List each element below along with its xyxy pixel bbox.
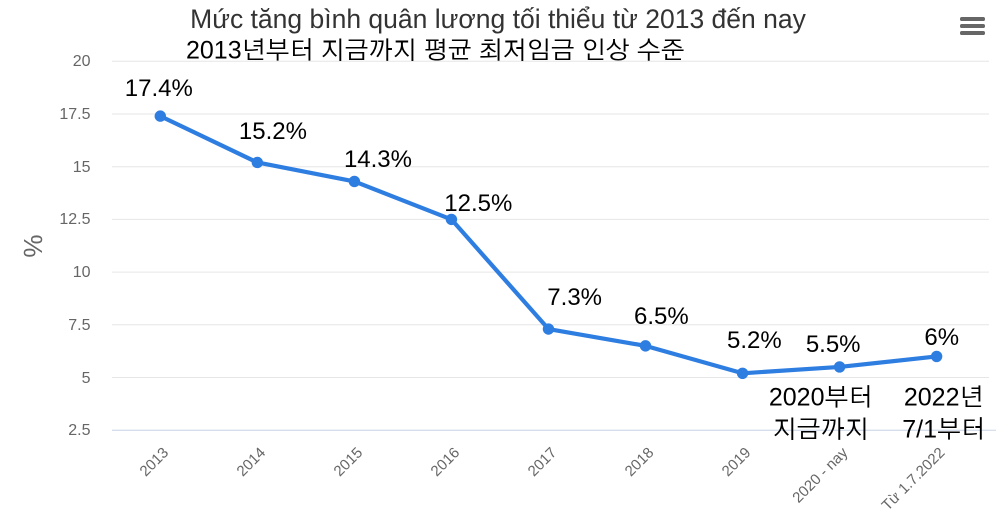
y-axis-title: % (18, 234, 48, 258)
x-axis-label-2020-nay: 2020 - nay (789, 444, 851, 506)
point-label-2015: 14.3% (343, 146, 412, 174)
point-label-2019: 5.2% (726, 326, 782, 354)
x-axis-label-2015: 2015 (331, 444, 367, 480)
point-marker-2016[interactable] (445, 213, 458, 226)
point-marker-2015[interactable] (348, 175, 361, 188)
menu-bar-icon (959, 31, 985, 35)
point-label-2014: 15.2% (238, 117, 307, 145)
point-marker-2019[interactable] (736, 367, 749, 379)
y-axis-label-15: 15 (72, 158, 91, 176)
chart-title: Mức tăng bình quân lương tối thiểu từ 20… (190, 3, 806, 34)
annotation-2020-period: 2020부터 지금까지 (768, 383, 873, 444)
chart-context-menu-button[interactable] (955, 13, 989, 41)
y-axis-label-20: 20 (72, 53, 91, 71)
point-marker-2014[interactable] (251, 156, 264, 169)
y-axis-label-5: 5 (81, 369, 91, 387)
point-label-tu-1-7-2022: 6% (924, 324, 960, 352)
point-marker-2020-nay[interactable] (833, 361, 846, 373)
point-label-2017: 7.3% (547, 283, 603, 311)
y-axis-label-7-5: 7.5 (68, 316, 91, 334)
x-axis-label-2016: 2016 (428, 444, 464, 480)
y-axis-label-17-5: 17.5 (59, 106, 91, 123)
menu-bar-icon (959, 17, 985, 21)
x-axis-label-2018: 2018 (622, 444, 658, 480)
menu-bar-icon (959, 24, 985, 28)
point-label-2018: 6.5% (634, 302, 689, 330)
point-marker-2013[interactable] (154, 110, 166, 122)
y-axis-label-12-5: 12.5 (59, 211, 91, 229)
x-axis-label-2014: 2014 (234, 444, 270, 480)
x-axis-label-2017: 2017 (525, 444, 561, 480)
x-axis-label-tu-1-7-2022: Từ 1.7.2022 (879, 444, 949, 514)
point-marker-tu-1-7-2022[interactable] (930, 350, 943, 363)
point-label-2016: 12.5% (444, 190, 513, 217)
x-axis-label-2013: 2013 (137, 444, 173, 480)
y-axis-label-10: 10 (72, 264, 91, 282)
point-marker-2018[interactable] (639, 340, 652, 352)
point-marker-2017[interactable] (542, 323, 555, 335)
y-axis-label-2-5: 2.5 (68, 422, 91, 440)
point-label-2020-nay: 5.5% (805, 331, 861, 359)
annotation-2022-period: 2022년 7/1부터 (902, 383, 986, 444)
chart-subtitle: 2013년부터 지금까지 평균 최저임금 인상 수준 (186, 36, 685, 65)
point-label-2013: 17.4% (124, 75, 193, 102)
x-axis-label-2019: 2019 (719, 444, 755, 480)
